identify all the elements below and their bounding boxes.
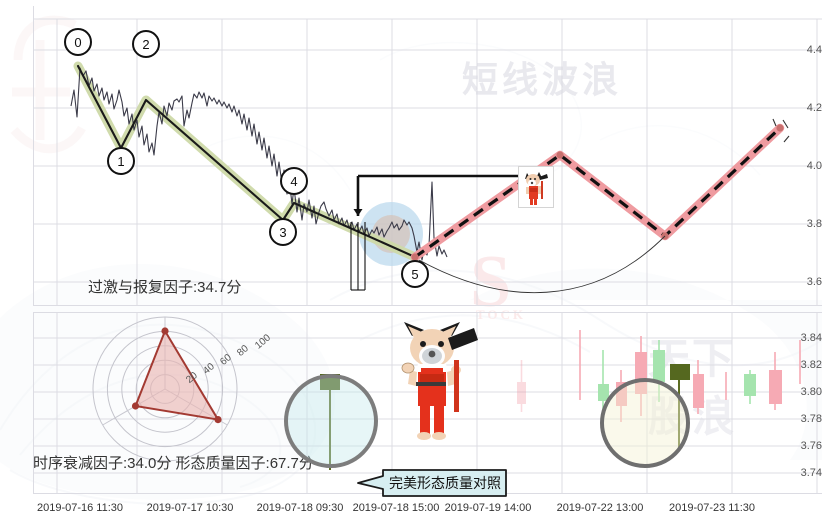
- xtick-1: 2019-07-17 10:30: [146, 502, 234, 514]
- radar-chart: [92, 316, 238, 462]
- xtick-0: 2019-07-16 11:30: [36, 502, 124, 514]
- top-chart-gridlines: [33, 6, 822, 306]
- price-line-series: [70, 67, 448, 261]
- radar-series-polygon: [134, 328, 220, 421]
- bottom-ytick-3.74: 3.74: [800, 467, 822, 479]
- bottom-ytick-3.78: 3.78: [800, 413, 822, 425]
- projection-end-ticks: [772, 118, 790, 143]
- top-ytick-3.6: 3.6: [806, 276, 822, 288]
- top-price-chart: 0 1 2 3 4 5: [33, 6, 822, 306]
- candle: [744, 370, 756, 404]
- xtick-2: 2019-07-18 09:30: [256, 502, 344, 514]
- top-chart-annotation-note: 过激与报复因子:34.7分: [88, 279, 242, 296]
- xtick-5: 2019-07-22 13:00: [556, 502, 644, 514]
- xtick-4: 2019-07-19 14:00: [444, 502, 532, 514]
- dog-mascot-icon: [525, 172, 548, 205]
- mascot-icon-box: [518, 166, 554, 208]
- radar-vertex-1: [161, 327, 169, 335]
- radar-vertex-2: [214, 416, 222, 424]
- highlight-ring-right[interactable]: [600, 378, 690, 468]
- callout-arrow-icon: [357, 469, 507, 497]
- callout-perfect-shape[interactable]: 完美形态质量对照: [355, 468, 507, 498]
- wave-label-2[interactable]: 2: [132, 30, 160, 58]
- highlight-ring-left[interactable]: [284, 374, 378, 468]
- xtick-3: 2019-07-18 15:00: [352, 502, 440, 514]
- projection-node-peak: [556, 151, 564, 159]
- xtick-6: 2019-07-23 11:30: [668, 502, 756, 514]
- wave-label-3[interactable]: 3: [269, 218, 297, 246]
- dog-mascot-large-icon: [401, 322, 478, 440]
- top-ytick-3.8: 3.8: [806, 218, 822, 230]
- top-ytick-4.0: 4.0: [806, 160, 822, 172]
- bottom-ytick-3.80: 3.80: [800, 386, 822, 398]
- bottom-ytick-3.76: 3.76: [800, 440, 822, 452]
- projection-arc-curve: [418, 235, 666, 294]
- candle: [693, 360, 704, 414]
- wave-label-1[interactable]: 1: [107, 147, 135, 175]
- bottom-ytick-3.84: 3.84: [800, 332, 822, 344]
- faint-candles-left: [517, 360, 526, 412]
- bottom-ytick-3.82: 3.82: [800, 359, 822, 371]
- top-ytick-4.4: 4.4: [806, 44, 822, 56]
- top-ytick-4.2: 4.2: [806, 102, 822, 114]
- wave-impulse-path: [76, 64, 417, 259]
- projection-node-end: [776, 124, 784, 132]
- top-chart-svg: [33, 6, 822, 306]
- bottom-chart-annotation-note: 时序衰减因子:34.0分 形态质量因子:67.7分: [33, 455, 314, 472]
- callout-label: 完美形态质量对照: [389, 475, 501, 491]
- radar-vertex-3: [131, 402, 140, 410]
- wave-label-5[interactable]: 5: [401, 260, 429, 288]
- wave-label-0[interactable]: 0: [64, 28, 92, 56]
- wave-label-4[interactable]: 4: [280, 167, 308, 195]
- candle: [769, 352, 782, 410]
- projection-band: [410, 123, 785, 262]
- projection-node-start: [411, 253, 419, 261]
- projection-dashed-overlay: [414, 126, 782, 259]
